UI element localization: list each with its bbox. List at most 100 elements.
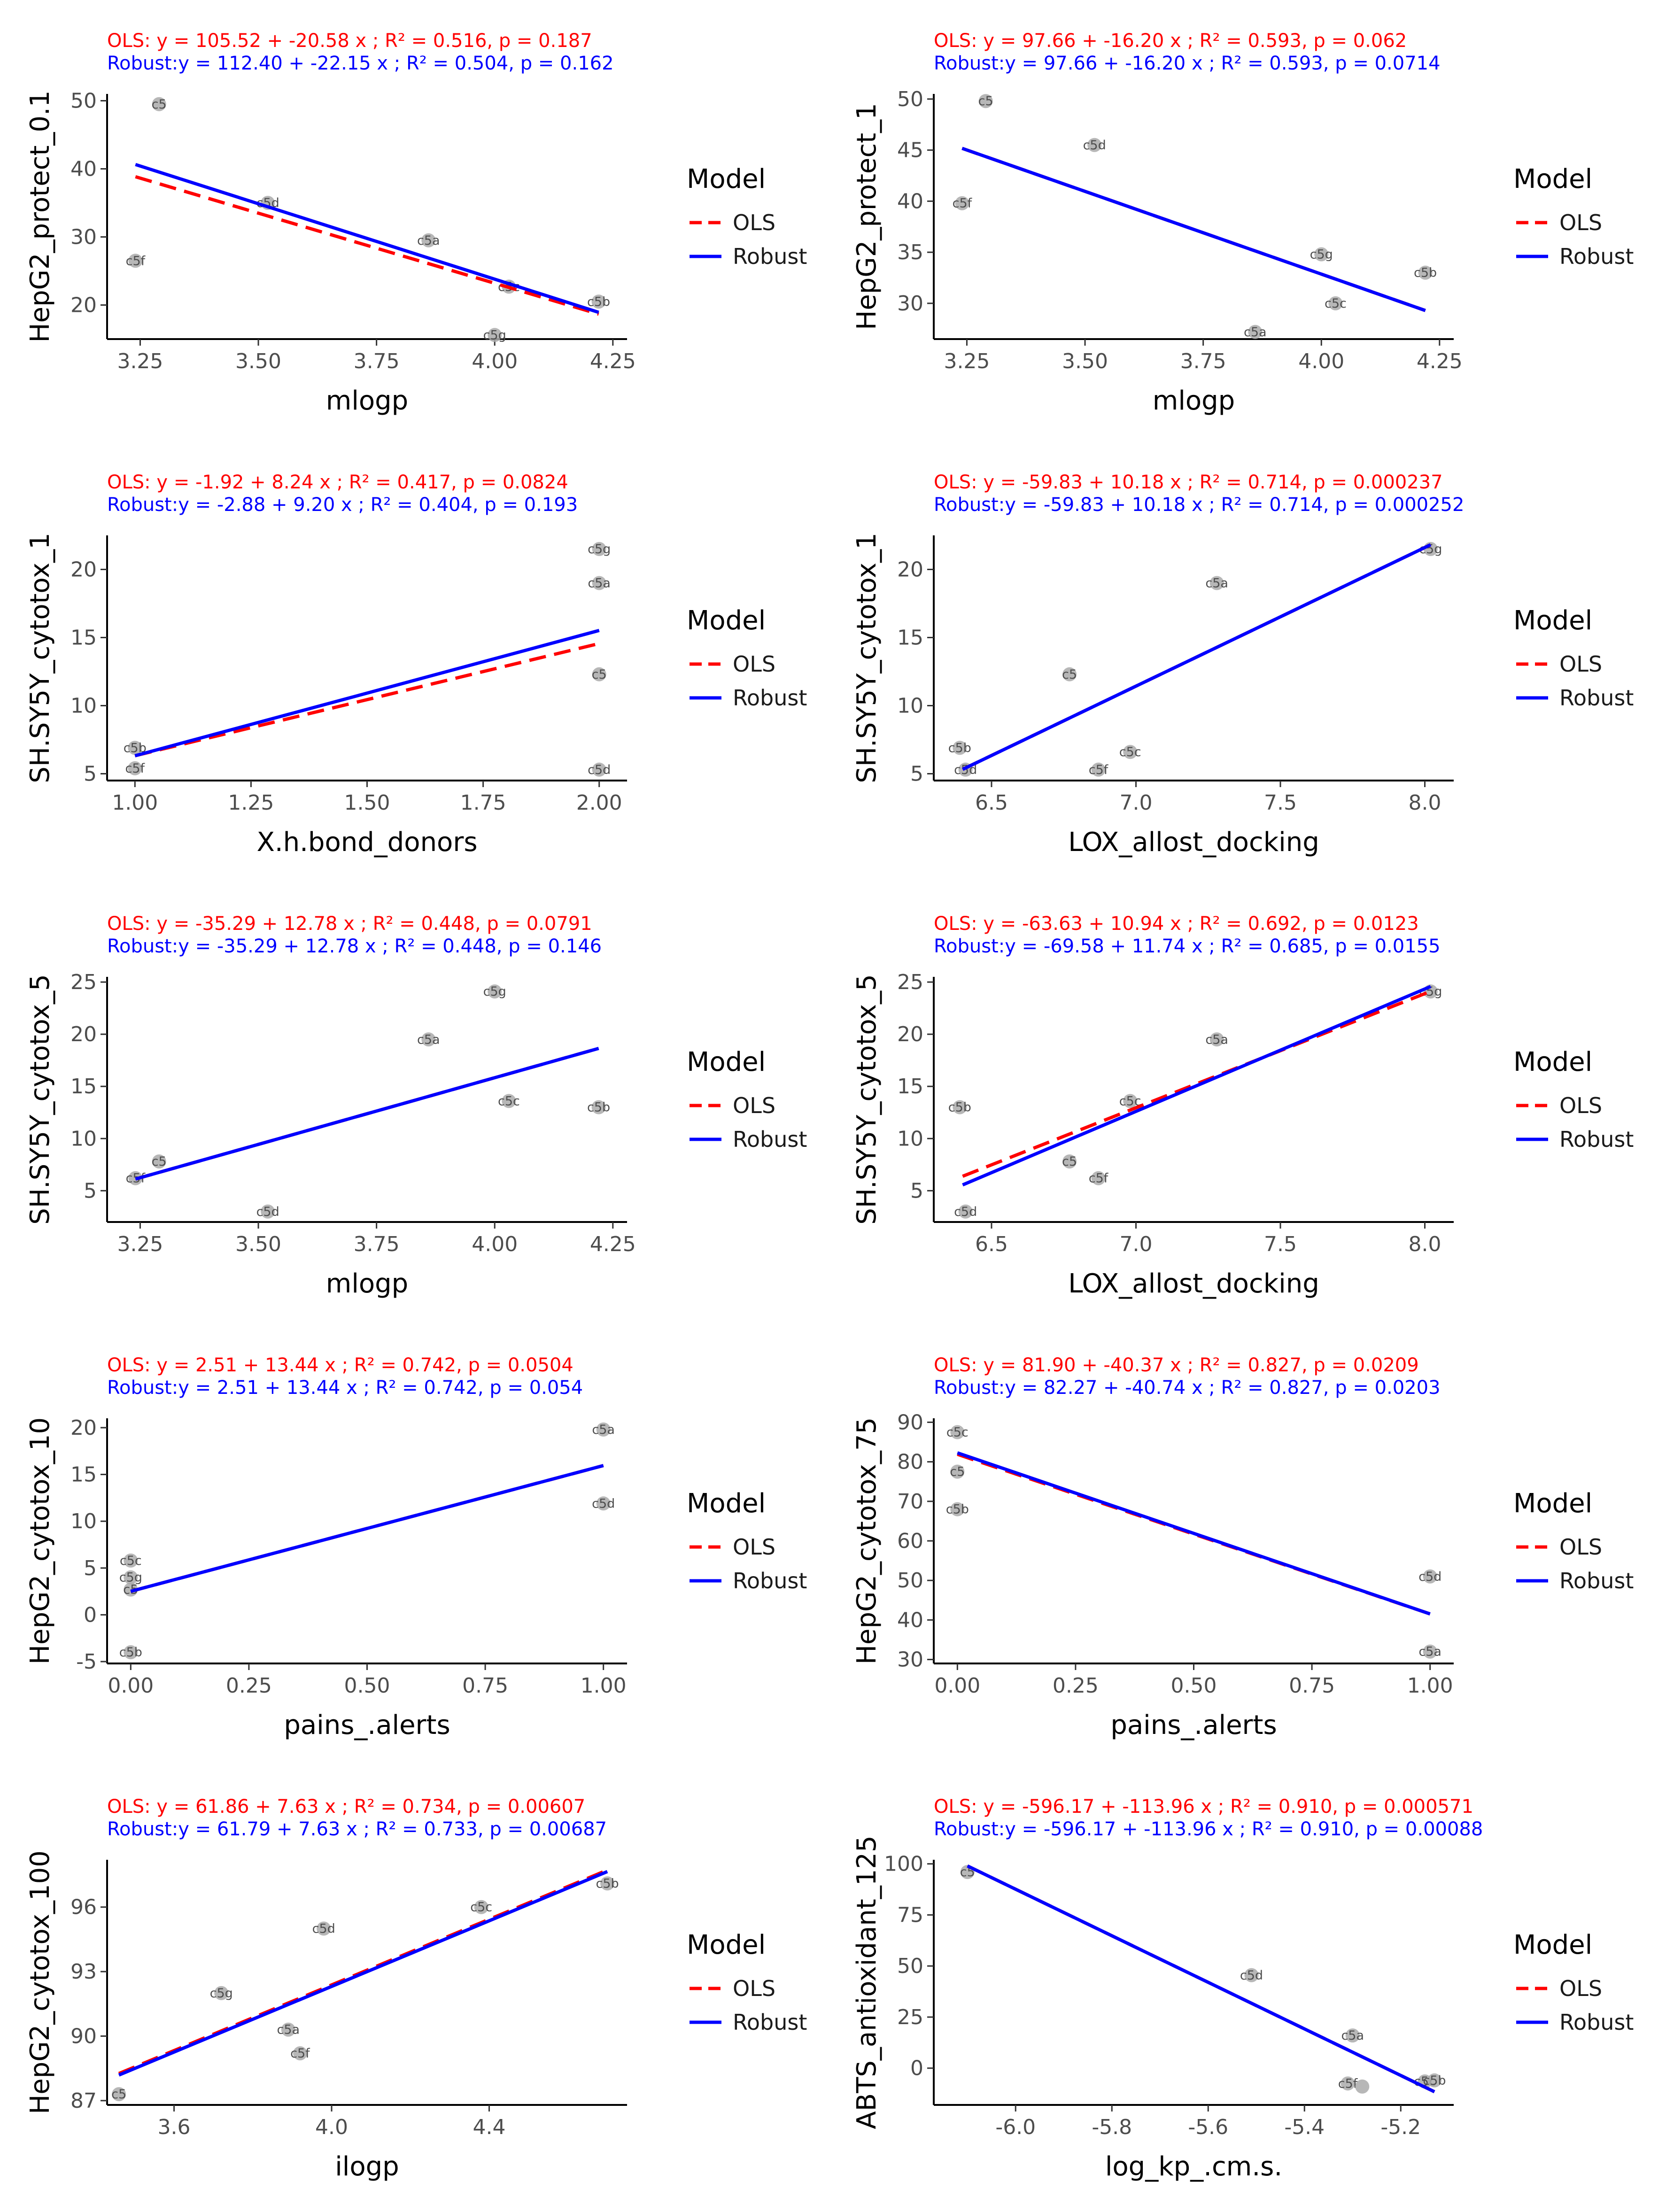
x-tick-label: 0.00 bbox=[934, 1674, 980, 1698]
robust-line bbox=[962, 985, 1432, 1187]
point-label: c5g bbox=[483, 984, 506, 999]
legend-title: Model bbox=[687, 164, 766, 194]
data-point bbox=[293, 2046, 307, 2061]
x-tick-label: 4.0 bbox=[315, 2115, 348, 2139]
legend-label-robust: Robust bbox=[1559, 1127, 1634, 1152]
data-point bbox=[152, 1154, 166, 1169]
data-point bbox=[950, 1502, 965, 1516]
legend-label-robust: Robust bbox=[1559, 244, 1634, 269]
y-axis-title: HepG2_protect_1 bbox=[852, 103, 882, 330]
y-axis-title: SH.SY5Y_cytotox_5 bbox=[852, 974, 882, 1224]
ols-equation: OLS: y = -1.92 + 8.24 x ; R² = 0.417, p … bbox=[107, 472, 568, 493]
y-tick-label: 15 bbox=[70, 1463, 97, 1487]
legend-label-ols: OLS bbox=[733, 1534, 775, 1560]
y-tick-label: 96 bbox=[70, 1895, 97, 1919]
data-point bbox=[488, 328, 502, 342]
point-label: c5c bbox=[1119, 745, 1141, 759]
ols-equation: OLS: y = -596.17 + -113.96 x ; R² = 0.91… bbox=[934, 1796, 1473, 1818]
y-tick-label: 5 bbox=[84, 1179, 97, 1203]
x-tick-label: 8.0 bbox=[1409, 1232, 1442, 1256]
data-point bbox=[421, 233, 436, 247]
y-tick-label: 50 bbox=[897, 1569, 923, 1593]
legend-title: Model bbox=[1513, 164, 1592, 194]
legend-title: Model bbox=[1513, 1047, 1592, 1077]
x-tick-label: -5.6 bbox=[1188, 2115, 1228, 2139]
data-point bbox=[502, 1094, 516, 1108]
y-tick-label: 75 bbox=[897, 1903, 923, 1927]
legend-label-robust: Robust bbox=[733, 685, 807, 711]
y-axis-title: HepG2_cytotox_10 bbox=[25, 1417, 55, 1664]
point-label: c5c bbox=[946, 1425, 969, 1439]
data-point bbox=[1062, 667, 1077, 681]
x-tick-label: 7.0 bbox=[1120, 1232, 1153, 1256]
y-tick-label: 10 bbox=[897, 1127, 923, 1151]
data-point bbox=[1345, 2028, 1360, 2043]
x-tick-label: -6.0 bbox=[995, 2115, 1036, 2139]
panel-8: OLS: y = 81.90 + -40.37 x ; R² = 0.827, … bbox=[852, 1354, 1634, 1740]
x-tick-label: -5.8 bbox=[1092, 2115, 1132, 2139]
point-label: c5d bbox=[954, 1205, 977, 1219]
x-tick-label: 1.25 bbox=[228, 791, 274, 815]
y-tick-label: 10 bbox=[897, 694, 923, 718]
x-tick-label: -5.4 bbox=[1284, 2115, 1325, 2139]
robust-equation: Robust:y = -596.17 + -113.96 x ; R² = 0.… bbox=[934, 1818, 1483, 1840]
legend: Model OLS Robust bbox=[687, 1930, 807, 2035]
point-label: c5g bbox=[588, 542, 611, 557]
point-label: c5 bbox=[1062, 667, 1077, 682]
robust-equation: Robust:y = 97.66 + -16.20 x ; R² = 0.593… bbox=[934, 53, 1441, 74]
panel-9: OLS: y = 61.86 + 7.63 x ; R² = 0.734, p … bbox=[25, 1796, 807, 2182]
y-tick-label: 50 bbox=[70, 89, 97, 113]
data-point bbox=[592, 542, 606, 556]
x-tick-label: 0.25 bbox=[226, 1674, 272, 1698]
legend: Model OLS Robust bbox=[1513, 1488, 1634, 1593]
point-label: c5d bbox=[256, 1205, 279, 1219]
robust-line bbox=[961, 147, 1426, 312]
data-point bbox=[950, 1464, 965, 1479]
x-tick-label: 3.50 bbox=[235, 349, 281, 373]
y-tick-label: 45 bbox=[897, 139, 923, 162]
data-point bbox=[124, 1553, 138, 1568]
data-point bbox=[596, 1496, 611, 1511]
ols-equation: OLS: y = -63.63 + 10.94 x ; R² = 0.692, … bbox=[934, 913, 1419, 935]
point-label: c5f bbox=[1089, 1171, 1109, 1186]
data-point bbox=[1091, 762, 1106, 777]
y-axis-title: SH.SY5Y_cytotox_1 bbox=[25, 533, 55, 783]
data-point bbox=[1091, 1171, 1106, 1185]
x-tick-label: 4.00 bbox=[1298, 349, 1344, 373]
y-tick-label: 25 bbox=[70, 970, 97, 994]
point-label: c5a bbox=[1244, 325, 1267, 340]
legend-title: Model bbox=[1513, 1488, 1592, 1519]
y-axis-title: HepG2_cytotox_100 bbox=[25, 1850, 55, 2114]
y-tick-label: 20 bbox=[70, 558, 97, 582]
point-label: c5b bbox=[596, 1876, 619, 1891]
point-label: c5a bbox=[417, 1032, 440, 1047]
ols-equation: OLS: y = 2.51 + 13.44 x ; R² = 0.742, p … bbox=[107, 1354, 574, 1376]
y-tick-label: 15 bbox=[70, 1075, 97, 1098]
legend-label-robust: Robust bbox=[733, 244, 807, 269]
data-point bbox=[128, 741, 142, 755]
x-tick-label: 0.50 bbox=[344, 1674, 390, 1698]
y-tick-label: 20 bbox=[70, 1022, 97, 1046]
point-label: c5d bbox=[588, 763, 611, 777]
data-point bbox=[128, 254, 143, 268]
point-label: c5a bbox=[1205, 1032, 1228, 1047]
point-label: c5b bbox=[946, 1502, 969, 1517]
point-label: c5d bbox=[312, 1922, 335, 1936]
y-tick-label: 40 bbox=[897, 189, 923, 213]
legend-title: Model bbox=[687, 1930, 766, 1960]
y-tick-label: 5 bbox=[84, 1556, 97, 1580]
ols-equation: OLS: y = 105.52 + -20.58 x ; R² = 0.516,… bbox=[107, 30, 592, 52]
y-axis-title: SH.SY5Y_cytotox_5 bbox=[25, 974, 55, 1224]
x-tick-label: 7.5 bbox=[1264, 1232, 1297, 1256]
y-axis-title: SH.SY5Y_cytotox_1 bbox=[852, 533, 882, 783]
data-point bbox=[112, 2087, 126, 2102]
point-label: c5c bbox=[1325, 296, 1347, 311]
data-point bbox=[128, 761, 142, 775]
legend-label-ols: OLS bbox=[1559, 1534, 1602, 1560]
panel-10: OLS: y = -596.17 + -113.96 x ; R² = 0.91… bbox=[852, 1796, 1634, 2182]
point-label: c5g bbox=[483, 328, 506, 342]
point-label: c5f bbox=[953, 196, 973, 211]
point-label: c5b bbox=[587, 1100, 610, 1115]
panel-5: OLS: y = -35.29 + 12.78 x ; R² = 0.448, … bbox=[25, 913, 807, 1299]
legend: Model OLS Robust bbox=[1513, 164, 1634, 269]
